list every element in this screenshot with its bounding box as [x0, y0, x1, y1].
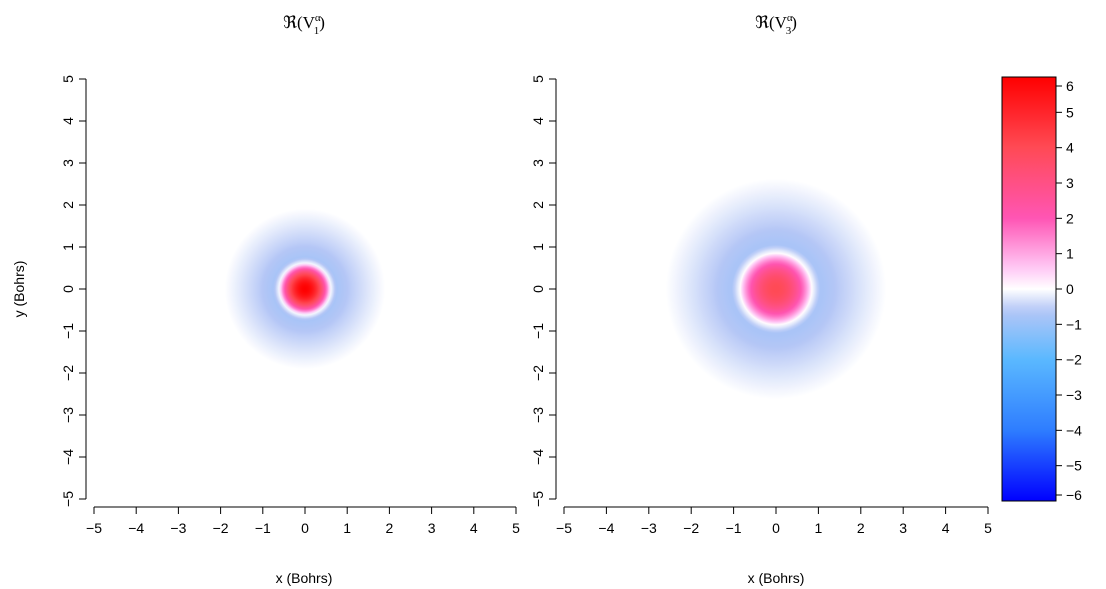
colorbar-gradient	[1001, 76, 1057, 502]
y-tick-label: −4	[530, 449, 546, 465]
colorbar-tick-label: −4	[1066, 422, 1082, 438]
x-tick-label: −3	[641, 520, 657, 536]
y-tick-label: 5	[60, 75, 76, 83]
colorbar-tick-label: 4	[1066, 140, 1074, 156]
colorbar-tick-label: 3	[1066, 175, 1074, 191]
x-tick-label: −1	[255, 520, 271, 536]
x-tick-label: 3	[428, 520, 436, 536]
field-blob-2	[665, 178, 887, 400]
x-tick-label: 4	[470, 520, 478, 536]
x-tick-label: 1	[815, 520, 823, 536]
field-blob-1	[224, 208, 386, 370]
x-tick-label: 4	[942, 520, 950, 536]
panel-1-ylabel: y (Bohrs)	[11, 261, 27, 318]
y-tick-label: 3	[60, 159, 76, 167]
colorbar-tick-label: 5	[1066, 104, 1074, 120]
y-tick-label: 0	[530, 285, 546, 293]
y-tick-label: 4	[60, 117, 76, 125]
y-tick-label: −1	[530, 323, 546, 339]
y-tick-label: 2	[60, 201, 76, 209]
panel-1-xlabel: x (Bohrs)	[276, 570, 333, 586]
x-tick-label: 1	[343, 520, 351, 536]
y-tick-label: −2	[530, 365, 546, 381]
y-tick-label: 4	[530, 117, 546, 125]
y-tick-label: 5	[530, 75, 546, 83]
colorbar-tick-label: −6	[1066, 487, 1082, 503]
x-tick-label: 2	[386, 520, 394, 536]
colorbar-tick-label: −1	[1066, 316, 1082, 332]
y-tick-label: −3	[60, 407, 76, 423]
heatmap-panel-1: ℜ(Vα 1) x (Bohrs) y (Bohrs) −5 −4 −3 −2 −1 0 1 2…	[11, 12, 520, 586]
x-tick-label: −5	[86, 520, 102, 536]
colorbar-tick-label: −5	[1066, 458, 1082, 474]
x-tick-label: 5	[984, 520, 992, 536]
x-tick-label: −3	[170, 520, 186, 536]
colorbar-tick-label: −3	[1066, 387, 1082, 403]
y-tick-label: 0	[60, 285, 76, 293]
colorbar-tick-label: 1	[1066, 246, 1074, 262]
y-tick-label: 1	[60, 243, 76, 251]
y-tick-label: −5	[60, 491, 76, 507]
heatmap-panel-2: ℜ(Vα 3) x (Bohrs) −5 −4 −3 −2 −1 0 1 2 3 4 5 −5 −4 −3 −…	[530, 12, 992, 586]
colorbar-tick-label: 6	[1066, 78, 1074, 94]
x-tick-label: −4	[128, 520, 144, 536]
y-tick-label: −4	[60, 449, 76, 465]
y-tick-label: 3	[530, 159, 546, 167]
panel-1-title: ℜ(Vα 1)	[283, 12, 325, 37]
x-tick-label: 2	[857, 520, 865, 536]
x-tick-label: −2	[213, 520, 229, 536]
colorbar: 6 5 4 3 2 1 0 −1 −2 −3 −4 −5 −6	[1001, 76, 1082, 503]
x-tick-label: 0	[301, 520, 309, 536]
x-tick-label: −1	[726, 520, 742, 536]
colorbar-tick-label: 0	[1066, 281, 1074, 297]
x-tick-label: 3	[899, 520, 907, 536]
colorbar-tick-label: 2	[1066, 210, 1074, 226]
x-tick-label: −5	[556, 520, 572, 536]
x-tick-label: 5	[512, 520, 520, 536]
colorbar-tick-label: −2	[1066, 352, 1082, 368]
panel-2-title: ℜ(Vα 3)	[755, 12, 797, 37]
x-tick-label: −2	[683, 520, 699, 536]
y-tick-label: −5	[530, 491, 546, 507]
y-tick-label: −1	[60, 323, 76, 339]
y-tick-label: 2	[530, 201, 546, 209]
y-tick-label: −2	[60, 365, 76, 381]
x-tick-label: 0	[772, 520, 780, 536]
x-tick-label: −4	[598, 520, 614, 536]
y-tick-label: −3	[530, 407, 546, 423]
panel-2-xlabel: x (Bohrs)	[748, 570, 805, 586]
y-tick-label: 1	[530, 243, 546, 251]
